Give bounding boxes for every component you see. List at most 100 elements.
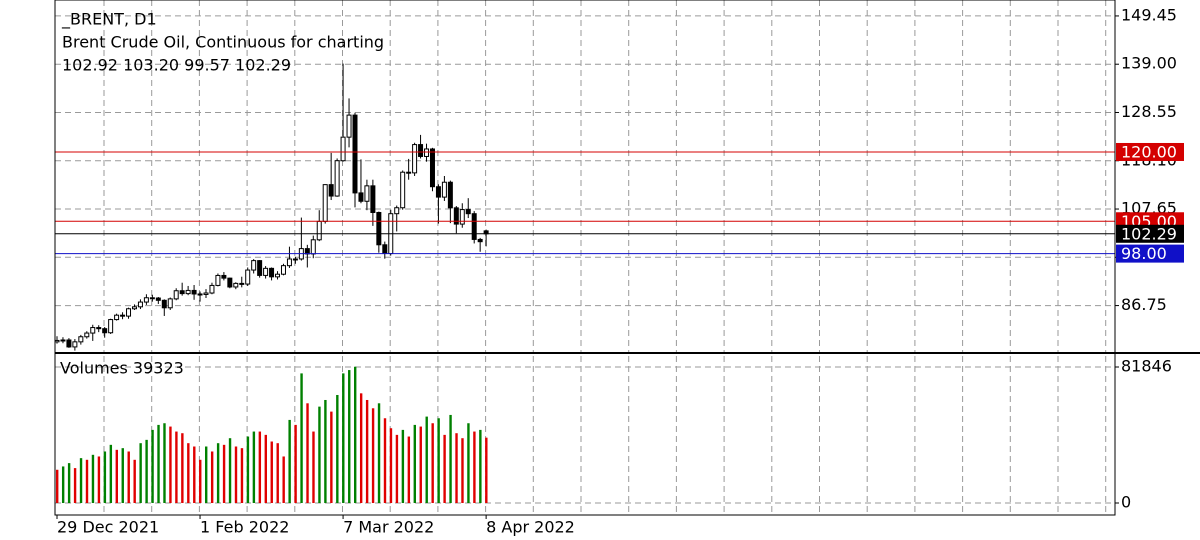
volume-bar [151, 429, 154, 504]
volume-bar [228, 438, 232, 504]
grid [55, 0, 1115, 515]
volume-bar [264, 434, 267, 504]
volume-bar [133, 459, 136, 504]
candle-body [102, 328, 108, 334]
volume-bar [216, 443, 220, 504]
price-level-label: 98.00 [1121, 244, 1167, 263]
candle-body [90, 327, 96, 334]
volume-bar [312, 431, 315, 504]
volume-bar [210, 451, 214, 504]
candle-body [137, 301, 143, 308]
price-level-label: 102.29 [1121, 224, 1177, 243]
candle-body [310, 239, 316, 255]
volume-bar [318, 406, 321, 504]
volume-bar [276, 443, 279, 504]
y-tick-label: 149.45 [1121, 5, 1177, 24]
candle-body [155, 297, 161, 301]
volume-bar [467, 423, 470, 504]
volume-bar [163, 423, 166, 504]
volume-bar [336, 394, 339, 504]
volume-bar [389, 428, 393, 504]
volume-bar [437, 418, 440, 504]
candle-body [382, 244, 388, 255]
candle-body [221, 274, 227, 279]
volume-bar [56, 469, 59, 504]
x-tick-label: 29 Dec 2021 [57, 518, 159, 537]
volume-bar [187, 443, 190, 504]
candle-body [400, 171, 406, 209]
ohlc-annotation: 102.92 103.20 99.57 102.29 [62, 56, 291, 75]
volume-bar [222, 444, 226, 504]
volume-bar [199, 459, 202, 504]
candle-body [78, 336, 84, 343]
candle-body [471, 213, 477, 240]
candle-body [441, 181, 447, 198]
volume-bar [91, 454, 95, 504]
volume-bar [61, 466, 65, 504]
candle-body [60, 339, 66, 342]
y-tick-label: 128.55 [1121, 102, 1177, 121]
volume-bar [139, 443, 142, 504]
volume-bar [205, 446, 208, 504]
candle-body [286, 258, 292, 267]
volume-bar [181, 433, 184, 504]
price-level-box [1116, 224, 1184, 243]
volume-bar [449, 414, 452, 504]
candle-body [191, 289, 197, 295]
candle-body [477, 238, 483, 243]
marks [54, 63, 1115, 504]
volume-bar [246, 436, 250, 504]
candle-body [149, 297, 155, 300]
volume-bar [169, 426, 172, 504]
volume-bar [431, 423, 434, 504]
x-tick-label: 8 Apr 2022 [486, 518, 575, 537]
candle-body [352, 114, 358, 194]
volume-bar [401, 429, 405, 504]
candle-body [233, 282, 239, 288]
volume-bar [109, 444, 113, 504]
volume-bar [306, 403, 309, 504]
volume-bar [473, 431, 476, 504]
candle-body [108, 319, 114, 334]
volume-bar [425, 416, 428, 504]
candle-body [424, 148, 430, 157]
volume-bar [443, 434, 446, 504]
y-tick-label: 0 [1121, 493, 1131, 512]
volume-bar [300, 373, 303, 504]
candle-body [185, 289, 191, 295]
price-level-label: 120.00 [1121, 142, 1177, 161]
volume-bar [342, 373, 345, 504]
volume-bar [85, 459, 89, 504]
volume-bar [354, 366, 357, 504]
volume-bar [145, 439, 148, 504]
volume-bar [365, 399, 369, 504]
y-tick-label: 86.75 [1121, 295, 1167, 314]
candle-body [72, 341, 78, 348]
volume-bar [413, 424, 416, 504]
volume-bar [115, 449, 118, 504]
candle-body [84, 332, 90, 338]
volume-bar [270, 441, 273, 504]
volume-bar [419, 426, 422, 504]
candle-body [340, 136, 346, 162]
volume-bar [252, 431, 256, 504]
candle-body [364, 185, 370, 202]
volume-bar [157, 424, 160, 504]
volume-bar [79, 458, 83, 504]
candle-body [167, 298, 173, 309]
candle-body [245, 269, 251, 285]
volume-bar [97, 456, 101, 504]
candle-body [215, 274, 221, 286]
volume-bar [383, 418, 387, 504]
candle-body [239, 282, 245, 285]
candle-body [251, 260, 257, 271]
volume-bar [258, 431, 262, 504]
candle-body [459, 209, 465, 225]
price-level-box [1116, 244, 1184, 263]
volume-bar [175, 431, 178, 504]
volume-bar [324, 399, 327, 504]
candle-body [358, 192, 364, 202]
volume-bar [371, 408, 375, 504]
y-tick-label: 81846 [1121, 357, 1172, 376]
